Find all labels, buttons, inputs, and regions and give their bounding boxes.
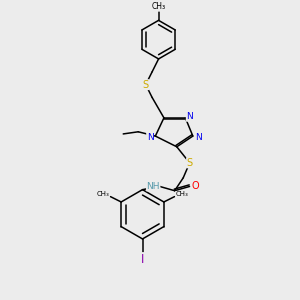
Text: S: S (143, 80, 149, 90)
Text: O: O (191, 182, 199, 191)
Text: S: S (187, 158, 193, 168)
Text: I: I (141, 253, 144, 266)
Text: CH₃: CH₃ (176, 191, 188, 197)
Text: N: N (147, 133, 153, 142)
Text: CH₃: CH₃ (97, 191, 109, 197)
Text: N: N (186, 112, 193, 121)
Text: N: N (195, 133, 202, 142)
Text: NH: NH (146, 182, 160, 191)
Text: CH₃: CH₃ (152, 2, 166, 11)
